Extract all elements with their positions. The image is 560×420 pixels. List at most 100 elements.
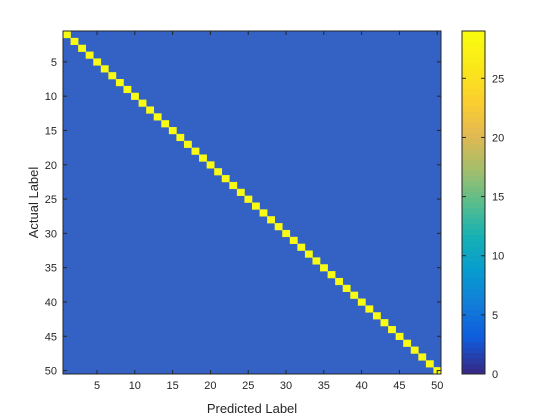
colorbar-segment <box>462 229 485 236</box>
x-tick-label: 30 <box>280 380 292 392</box>
colorbar-segment <box>462 106 485 112</box>
heatmap-cell-10-10 <box>131 92 139 100</box>
colorbar-segment <box>462 79 485 85</box>
colorbar-tick-label: 10 <box>492 251 504 263</box>
heatmap-cell-24-24 <box>236 188 245 196</box>
colorbar-segment <box>462 325 485 332</box>
colorbar-segment <box>462 347 485 353</box>
colorbar-segment <box>462 52 485 59</box>
colorbar-segment <box>462 36 485 43</box>
heatmap-cell-12-12 <box>146 106 155 114</box>
x-tick-label: 45 <box>393 380 405 392</box>
heatmap-cell-11-11 <box>138 99 147 107</box>
colorbar-segment <box>462 202 485 209</box>
heatmap-cell-8-8 <box>115 79 124 87</box>
colorbar-segment <box>462 250 485 257</box>
colorbar-segment <box>462 261 485 268</box>
y-tick-label: 5 <box>51 57 57 69</box>
heatmap-cell-42-42 <box>372 312 381 320</box>
colorbar-segment <box>462 63 485 69</box>
heatmap-cell-4-4 <box>85 51 94 59</box>
x-tick-label: 25 <box>242 380 254 392</box>
heatmap-cell-3-3 <box>78 44 86 52</box>
heatmap-cell-48-48 <box>418 353 427 361</box>
colorbar-segment <box>462 175 485 182</box>
heatmap-cell-49-49 <box>425 360 434 368</box>
x-tick-label: 40 <box>355 380 367 392</box>
colorbar <box>462 31 485 375</box>
colorbar-segment <box>462 41 485 48</box>
x-tick-label: 15 <box>166 380 178 392</box>
colorbar-segment <box>462 352 485 359</box>
colorbar-segment <box>462 57 485 64</box>
y-tick-label: 10 <box>45 91 57 103</box>
y-tick-label: 45 <box>45 331 57 343</box>
colorbar-segment <box>462 341 485 348</box>
y-axis-label: Actual Label <box>26 167 41 239</box>
heatmap-cell-44-44 <box>388 325 396 334</box>
heatmap-cell-36-36 <box>327 271 336 279</box>
heatmap-cell-18-18 <box>191 147 200 155</box>
colorbar-segment <box>462 282 485 289</box>
colorbar-segment <box>462 315 485 321</box>
x-tick-label: 20 <box>204 380 216 392</box>
heatmap-cell-30-30 <box>282 229 291 238</box>
colorbar-segment <box>462 159 485 166</box>
colorbar-segment <box>462 277 485 284</box>
heatmap-cell-27-27 <box>259 209 268 217</box>
heatmap-cell-17-17 <box>183 140 192 148</box>
colorbar-segment <box>462 84 485 91</box>
heatmap-cell-29-29 <box>274 223 283 231</box>
colorbar-ticks: 0 5 10 15 20 25 <box>462 73 504 381</box>
colorbar-segment <box>462 73 485 80</box>
colorbar-segment <box>462 363 485 370</box>
heatmap-cell-47-47 <box>410 346 419 354</box>
colorbar-segment <box>462 122 485 128</box>
y-tick-label: 20 <box>45 160 57 172</box>
colorbar-segment <box>462 223 485 230</box>
colorbar-tick-label: 20 <box>492 132 504 144</box>
colorbar-segment <box>462 272 485 278</box>
y-tick-label: 30 <box>45 228 57 240</box>
heatmap-cell-28-28 <box>267 216 275 224</box>
colorbar-segment <box>462 164 485 171</box>
colorbar-segment <box>462 309 485 316</box>
colorbar-tick-label: 0 <box>492 369 498 381</box>
heatmap-cell-6-6 <box>100 65 109 73</box>
colorbar-segment <box>462 111 485 118</box>
heatmap-cell-20-20 <box>206 161 215 169</box>
heatmap-cell-1-1 <box>63 31 71 39</box>
heatmap-cell-37-37 <box>335 277 344 286</box>
heatmap <box>63 31 442 375</box>
colorbar-segment <box>462 320 485 327</box>
colorbar-box <box>461 30 486 375</box>
heatmap-cell-5-5 <box>93 58 102 66</box>
heatmap-cell-35-35 <box>320 264 328 272</box>
colorbar-segment <box>462 68 485 75</box>
x-axis-ticks: 5 10 15 20 25 30 35 40 45 50 <box>94 31 443 392</box>
colorbar-segment <box>462 304 485 311</box>
colorbar-segment <box>462 288 485 295</box>
colorbar-segment <box>462 143 485 150</box>
colorbar-segment <box>462 186 485 193</box>
colorbar-segment <box>462 336 485 343</box>
heatmap-cell-34-34 <box>312 257 321 265</box>
x-tick-label: 10 <box>129 380 141 392</box>
heatmap-cell-33-33 <box>304 250 313 258</box>
heatmap-cell-21-21 <box>214 168 223 176</box>
heatmap-cell-26-26 <box>252 202 260 210</box>
y-tick-label: 25 <box>45 194 57 206</box>
y-axis-ticks: 5 10 15 20 25 30 35 40 45 50 <box>45 57 441 378</box>
colorbar-segment <box>462 197 485 203</box>
heatmap-cell-25-25 <box>244 195 253 203</box>
colorbar-segment <box>462 191 485 198</box>
x-tick-label: 5 <box>94 380 100 392</box>
colorbar-segment <box>462 357 485 364</box>
heatmap-cell-40-40 <box>357 298 366 306</box>
x-tick-label: 35 <box>318 380 330 392</box>
colorbar-segment <box>462 148 485 155</box>
heatmap-cell-41-41 <box>365 305 374 313</box>
colorbar-segment <box>462 293 485 300</box>
heatmap-cell-2-2 <box>70 37 79 46</box>
colorbar-segment <box>462 218 485 225</box>
